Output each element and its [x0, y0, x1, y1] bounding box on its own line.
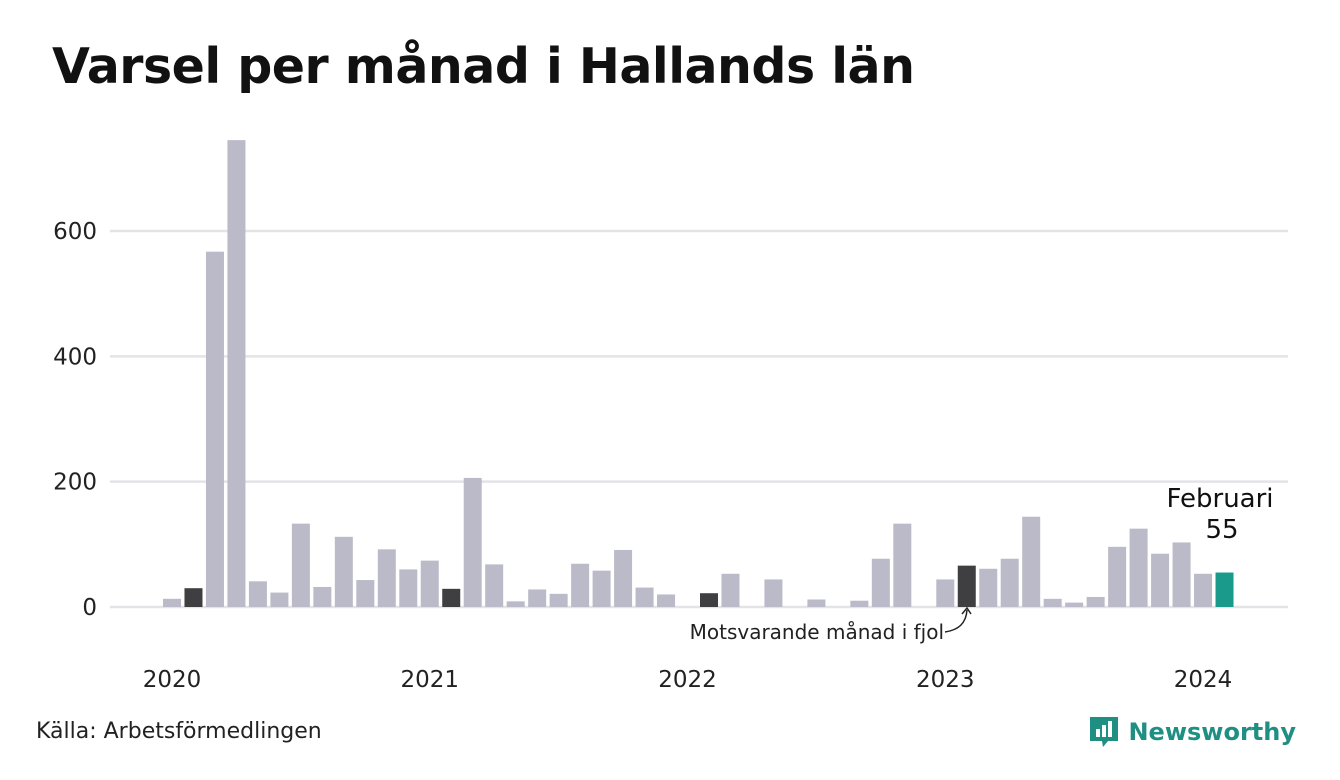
bar-2024-02: [1215, 572, 1234, 607]
bar-2022-03: [721, 573, 740, 607]
y-tick-label: 0: [82, 595, 97, 621]
annotation-arrow: [944, 609, 968, 633]
bar-2021-01: [420, 560, 439, 607]
brand-name: Newsworthy: [1128, 718, 1296, 746]
bar-2020-02: [184, 588, 203, 607]
bar-2023-10: [1129, 528, 1148, 607]
bar-2020-09: [334, 536, 353, 607]
bar-2023-04: [1000, 558, 1019, 607]
y-tick-label: 400: [53, 344, 97, 370]
bar-2023-01: [936, 579, 955, 607]
bar-2022-02: [700, 593, 718, 607]
x-tick-label: 2021: [401, 667, 460, 693]
bar-2020-04: [227, 140, 246, 607]
x-tick-label: 2020: [143, 667, 202, 693]
bar-2020-01: [163, 598, 181, 607]
bar-2020-05: [248, 581, 267, 607]
bar-2023-02: [957, 565, 976, 607]
annotations: Februari 55 Motsvarande månad i fjol: [690, 484, 1274, 644]
bar-2023-11: [1151, 553, 1170, 607]
bar-2021-04: [485, 564, 504, 607]
bar-2023-08: [1086, 596, 1105, 607]
callout-value: 55: [1205, 515, 1238, 545]
bar-2023-06: [1043, 598, 1062, 607]
bar-2022-09: [850, 600, 869, 607]
bar-2021-07: [549, 593, 568, 607]
annotation-arrowhead: [961, 606, 972, 615]
bar-2021-06: [528, 589, 547, 607]
bar-2023-12: [1172, 542, 1191, 607]
bar-2022-11: [893, 523, 912, 607]
bar-2020-10: [356, 580, 375, 607]
chart-title: Varsel per månad i Hallands län: [52, 38, 915, 95]
bar-2023-09: [1108, 546, 1127, 607]
bar-2022-07: [807, 599, 826, 607]
brand-logo: Newsworthy: [1088, 714, 1296, 750]
bar-2023-07: [1065, 602, 1084, 607]
bar-2021-03: [463, 477, 482, 607]
y-tick-label: 600: [53, 219, 97, 245]
bar-2021-10: [614, 549, 633, 607]
bar-2023-03: [979, 568, 998, 607]
bar-2021-08: [571, 563, 590, 607]
bar-2021-09: [592, 570, 611, 607]
bar-2021-02: [442, 588, 461, 607]
bar-2020-06: [270, 592, 289, 607]
bar-2020-03: [205, 251, 224, 607]
x-tick-label: 2023: [916, 667, 975, 693]
y-tick-label: 200: [53, 470, 97, 496]
bar-2023-05: [1022, 516, 1041, 607]
callout-month: Februari: [1166, 484, 1273, 514]
x-tick-label: 2024: [1174, 667, 1233, 693]
x-axis-ticks: 2020 2021 2022 2023 2024: [143, 667, 1233, 693]
bars: [163, 140, 1234, 607]
bar-2020-07: [291, 523, 310, 607]
source-note: Källa: Arbetsförmedlingen: [36, 719, 322, 744]
bar-2020-08: [313, 586, 332, 607]
bar-2021-12: [657, 594, 676, 607]
last-year-annotation: Motsvarande månad i fjol: [690, 620, 944, 644]
bar-2021-11: [635, 587, 654, 607]
bar-2021-05: [506, 601, 525, 607]
y-axis-ticks: 0 200 400 600: [53, 219, 97, 621]
bar-2020-11: [377, 549, 396, 607]
newsworthy-logo-icon: [1090, 717, 1119, 747]
bar-2020-12: [399, 569, 418, 607]
bar-2024-01: [1194, 573, 1213, 607]
bar-2022-10: [871, 558, 890, 607]
x-tick-label: 2022: [658, 667, 717, 693]
bar-2022-05: [764, 579, 783, 607]
